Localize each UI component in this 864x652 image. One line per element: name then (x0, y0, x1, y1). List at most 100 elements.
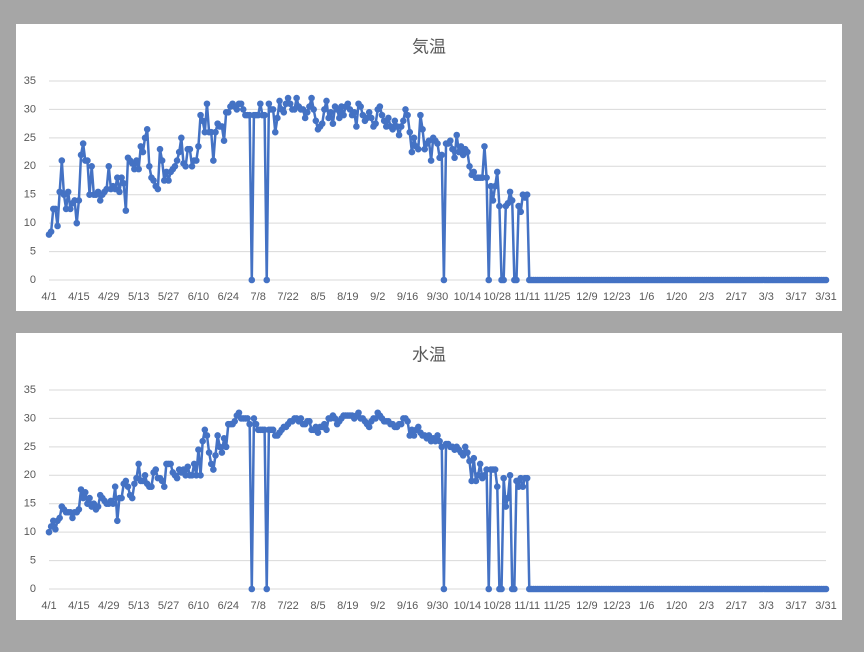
data-point (410, 432, 418, 439)
data-point (109, 500, 117, 508)
chart-title: 気温 (412, 37, 446, 56)
data-point (141, 471, 149, 479)
y-tick-label: 35 (24, 75, 36, 87)
x-tick-label: 12/23 (603, 600, 631, 612)
data-point (137, 143, 145, 150)
data-point (84, 157, 91, 164)
data-point (214, 432, 221, 439)
data-point (453, 131, 461, 139)
data-point (184, 463, 192, 471)
data-point (79, 140, 87, 147)
data-point (199, 437, 206, 445)
x-tick-label: 1/6 (639, 291, 654, 303)
data-point (355, 409, 362, 417)
data-point (404, 111, 411, 119)
data-point (327, 108, 335, 116)
data-point (353, 123, 360, 130)
data-point (438, 151, 446, 159)
x-tick-label: 11/11 (514, 291, 540, 303)
data-point (135, 460, 142, 468)
data-point (203, 432, 211, 439)
data-point (210, 157, 217, 164)
data-point (508, 197, 516, 204)
data-point (73, 219, 81, 227)
data-point (496, 202, 503, 210)
data-point (58, 157, 66, 164)
x-tick-label: 8/19 (337, 291, 358, 303)
data-point (114, 517, 121, 525)
data-point (280, 108, 288, 116)
data-point (402, 106, 409, 113)
data-point (158, 477, 166, 485)
data-point (321, 420, 328, 428)
data-point (312, 117, 320, 125)
data-point (523, 474, 531, 482)
data-point (146, 162, 153, 170)
data-point (822, 585, 830, 593)
data-point (397, 123, 405, 130)
data-point (284, 94, 292, 102)
data-point (318, 120, 326, 127)
data-point (139, 148, 147, 156)
data-point (297, 415, 305, 422)
data-point (203, 100, 211, 108)
data-point (152, 466, 160, 473)
data-point (205, 449, 213, 456)
y-tick-label: 25 (24, 441, 36, 453)
data-point (306, 417, 313, 425)
data-point (481, 143, 488, 150)
data-point (344, 100, 352, 108)
data-point (244, 415, 251, 422)
data-point (404, 417, 411, 425)
x-tick-label: 4/29 (98, 291, 119, 303)
chart-title: 水温 (412, 345, 446, 364)
data-point (141, 134, 149, 142)
data-point (143, 126, 151, 133)
x-tick-label: 9/30 (427, 291, 448, 303)
data-point (182, 162, 189, 170)
data-point (350, 108, 358, 116)
data-point (64, 188, 72, 196)
data-point (523, 191, 531, 199)
data-point (406, 128, 414, 136)
x-tick-label: 4/15 (68, 600, 89, 612)
data-point (376, 103, 384, 110)
data-point (75, 197, 83, 204)
data-point (440, 585, 448, 593)
data-point (485, 585, 493, 593)
data-point (314, 429, 322, 436)
data-point (167, 460, 174, 468)
data-point (385, 114, 392, 122)
data-point (308, 94, 315, 102)
x-tick-label: 4/29 (98, 600, 119, 612)
data-point (118, 174, 125, 181)
data-point (222, 443, 230, 451)
data-point (515, 202, 522, 210)
data-point (154, 185, 162, 193)
x-tick-label: 10/14 (454, 600, 482, 612)
data-point (122, 477, 130, 485)
data-point (105, 162, 113, 170)
x-tick-label: 6/10 (188, 600, 209, 612)
data-point (329, 120, 337, 127)
data-point (408, 148, 416, 156)
data-point (122, 207, 130, 214)
x-tick-label: 6/24 (218, 600, 239, 612)
data-point (246, 420, 253, 428)
x-tick-label: 10/14 (454, 291, 482, 303)
data-point (506, 471, 514, 479)
x-tick-label: 9/2 (370, 600, 385, 612)
data-point (485, 276, 493, 284)
data-point (395, 131, 403, 139)
y-tick-label: 35 (24, 384, 36, 396)
x-tick-label: 5/27 (158, 291, 179, 303)
x-tick-label: 8/5 (310, 600, 325, 612)
data-point (421, 145, 428, 153)
data-point (419, 126, 426, 133)
data-point (519, 483, 527, 490)
data-point (489, 197, 497, 204)
data-point (506, 188, 514, 196)
data-point (417, 111, 424, 119)
data-point (116, 188, 123, 196)
